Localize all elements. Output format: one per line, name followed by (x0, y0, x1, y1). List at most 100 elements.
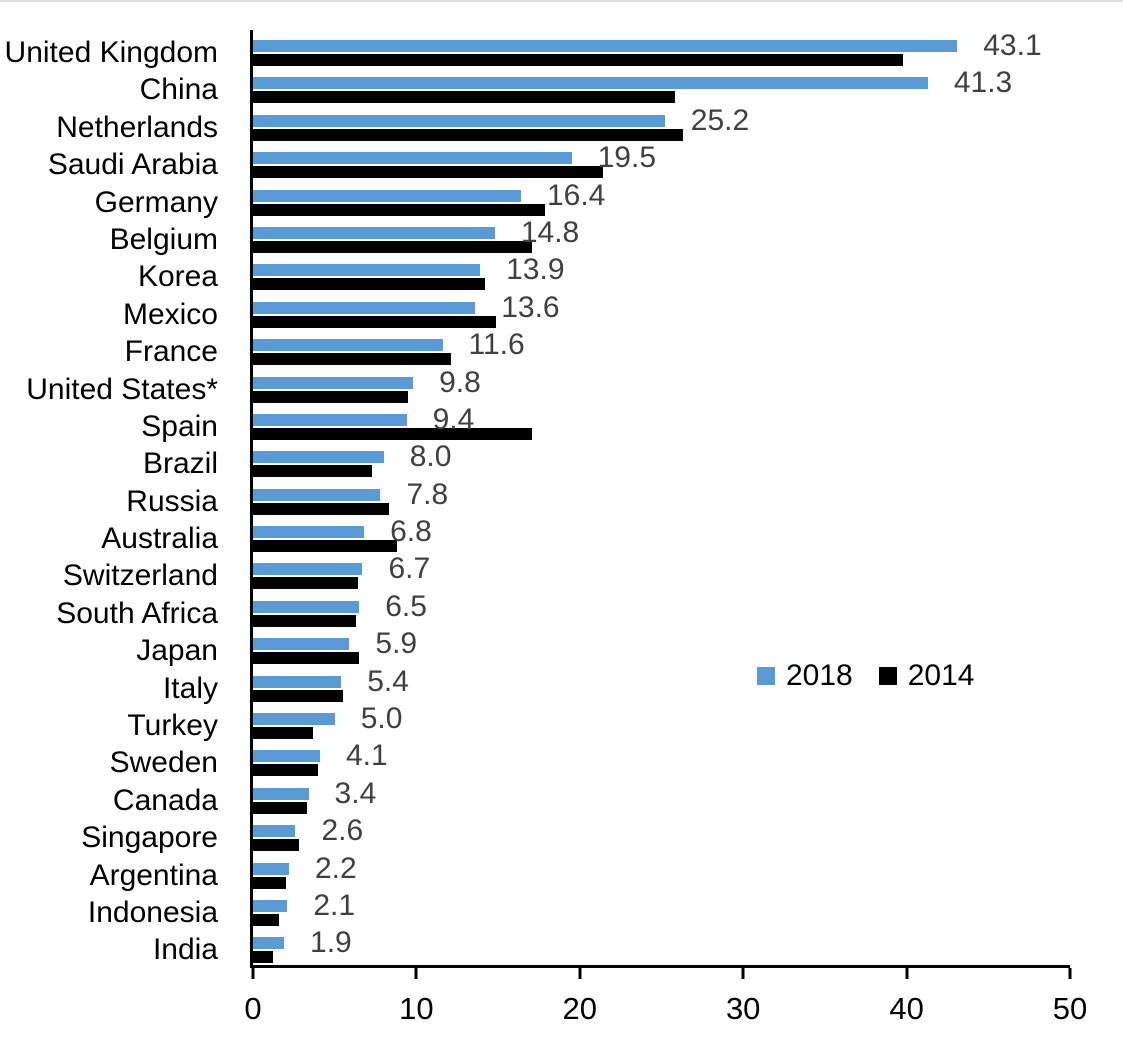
category-label: Netherlands (56, 110, 218, 144)
bar-row-2018: 14.8 (253, 217, 1070, 247)
bar-2014 (253, 764, 319, 777)
x-axis-tick (414, 968, 418, 979)
bar-row-2018: 9.4 (253, 404, 1070, 434)
bar-row-2018: 43.1 (253, 31, 1070, 61)
bar-2018 (253, 563, 363, 576)
bar-2018 (253, 40, 958, 52)
bar-group: Italy 5.4 (163, 664, 1070, 703)
bar-row-2014 (253, 427, 1070, 440)
bar-2014 (253, 951, 273, 964)
bar-2018 (253, 152, 572, 165)
x-axis-tick-label: 50 (1052, 991, 1088, 1026)
value-label: 5.0 (360, 702, 403, 736)
bar-cluster: 2.2 (253, 853, 1070, 889)
bar-2018 (253, 189, 521, 202)
bar-row-2014 (253, 652, 1070, 665)
bar-2018 (253, 937, 285, 950)
x-axis-tick (905, 968, 909, 979)
bar-2014 (253, 652, 360, 665)
bar-cluster: 16.4 (253, 180, 1070, 216)
bar-2014 (253, 577, 358, 590)
bar-2018 (253, 301, 476, 314)
bar-cluster: 13.6 (253, 292, 1070, 328)
category-label: Russia (126, 484, 218, 518)
value-label: 5.4 (367, 664, 409, 698)
bar-2018 (253, 750, 320, 763)
category-label: Turkey (127, 709, 218, 743)
bar-group: South Africa 6.5 (56, 591, 1070, 628)
bar-group: Sweden 4.1 (110, 739, 1070, 778)
category-label: Australia (101, 522, 218, 556)
bar-row-2018: 7.8 (253, 479, 1070, 509)
legend: 2018 2014 (757, 661, 975, 691)
bar-group: Belgium 14.8 (110, 217, 1070, 254)
bar-row-2018: 5.0 (253, 704, 1070, 734)
legend-swatch-icon (757, 667, 775, 685)
bar-group: United States* 9.8 (26, 367, 1070, 404)
value-label: 4.1 (345, 739, 388, 773)
bar-2018 (253, 413, 407, 426)
bar-cluster: 7.8 (253, 479, 1070, 515)
bar-cluster: 9.4 (253, 404, 1070, 440)
bar-row-2014 (253, 91, 1070, 104)
bar-row-2018: 41.3 (253, 68, 1070, 98)
bar-group: Turkey 5.0 (127, 703, 1070, 741)
bar-row-2018: 6.7 (253, 554, 1070, 584)
bar-row-2014 (253, 353, 1070, 366)
bar-row-2018: 2.6 (253, 816, 1070, 846)
bar-row-2014 (253, 577, 1070, 590)
category-label: Brazil (142, 447, 218, 481)
bar-row-2014 (253, 278, 1070, 291)
value-label: 19.5 (597, 141, 657, 175)
bar-group: Korea 13.9 (138, 254, 1070, 292)
bar-2014 (253, 91, 675, 104)
bar-row-2014 (253, 876, 1070, 889)
bar-cluster: 19.5 (253, 141, 1070, 179)
bar-cluster: 5.0 (253, 703, 1070, 740)
bar-row-2014 (253, 727, 1070, 740)
value-label: 7.8 (406, 477, 449, 511)
bar-row-2014 (253, 54, 1070, 66)
bar-row-2018: 13.6 (253, 292, 1070, 322)
x-axis-tick (251, 968, 255, 979)
bar-2014 (253, 390, 409, 403)
value-label: 13.6 (501, 290, 560, 324)
bar-row-2018: 25.2 (253, 105, 1070, 135)
bar-group: Japan 5.9 (136, 628, 1070, 666)
category-label: France (124, 335, 218, 369)
value-label: 6.5 (385, 589, 427, 623)
value-label: 9.8 (439, 365, 481, 399)
x-axis-tick (741, 968, 745, 979)
category-label: Indonesia (87, 895, 218, 929)
x-axis-tick (1068, 968, 1072, 979)
category-label: Saudi Arabia (47, 148, 218, 182)
window-top-border (0, 0, 1123, 2)
bar-group: China 41.3 (140, 67, 1070, 105)
bar-row-2018: 9.8 (253, 367, 1070, 397)
category-label: Spain (141, 409, 218, 443)
bar-cluster: 1.9 (253, 927, 1070, 964)
bar-row-2018: 2.2 (253, 853, 1070, 883)
bar-group: United Kingdom 43.1 (5, 30, 1070, 68)
bar-group: Saudi Arabia 19.5 (48, 141, 1070, 180)
legend-label: 2018 (786, 659, 853, 692)
category-label: Sweden (109, 746, 218, 780)
bar-row-2014 (253, 166, 1070, 179)
bar-cluster: 4.1 (253, 739, 1070, 777)
bar-2014 (253, 203, 546, 216)
bar-2014 (253, 727, 314, 740)
value-label: 6.8 (390, 515, 432, 549)
bar-row-2018: 6.5 (253, 591, 1070, 621)
category-label: Belgium (109, 222, 218, 256)
bar-row-2018: 3.4 (253, 778, 1070, 808)
bar-2014 (253, 689, 343, 702)
category-label: India (152, 933, 218, 967)
bar-group: Argentina 2.2 (90, 853, 1070, 890)
x-axis-tick-label: 0 (244, 991, 262, 1026)
category-label: United States* (26, 372, 218, 406)
category-label: Germany (94, 185, 218, 219)
bar-2014 (253, 913, 280, 926)
bar-2018 (253, 264, 481, 277)
legend-label: 2014 (907, 659, 975, 692)
bar-row-2018: 2.1 (253, 890, 1070, 920)
